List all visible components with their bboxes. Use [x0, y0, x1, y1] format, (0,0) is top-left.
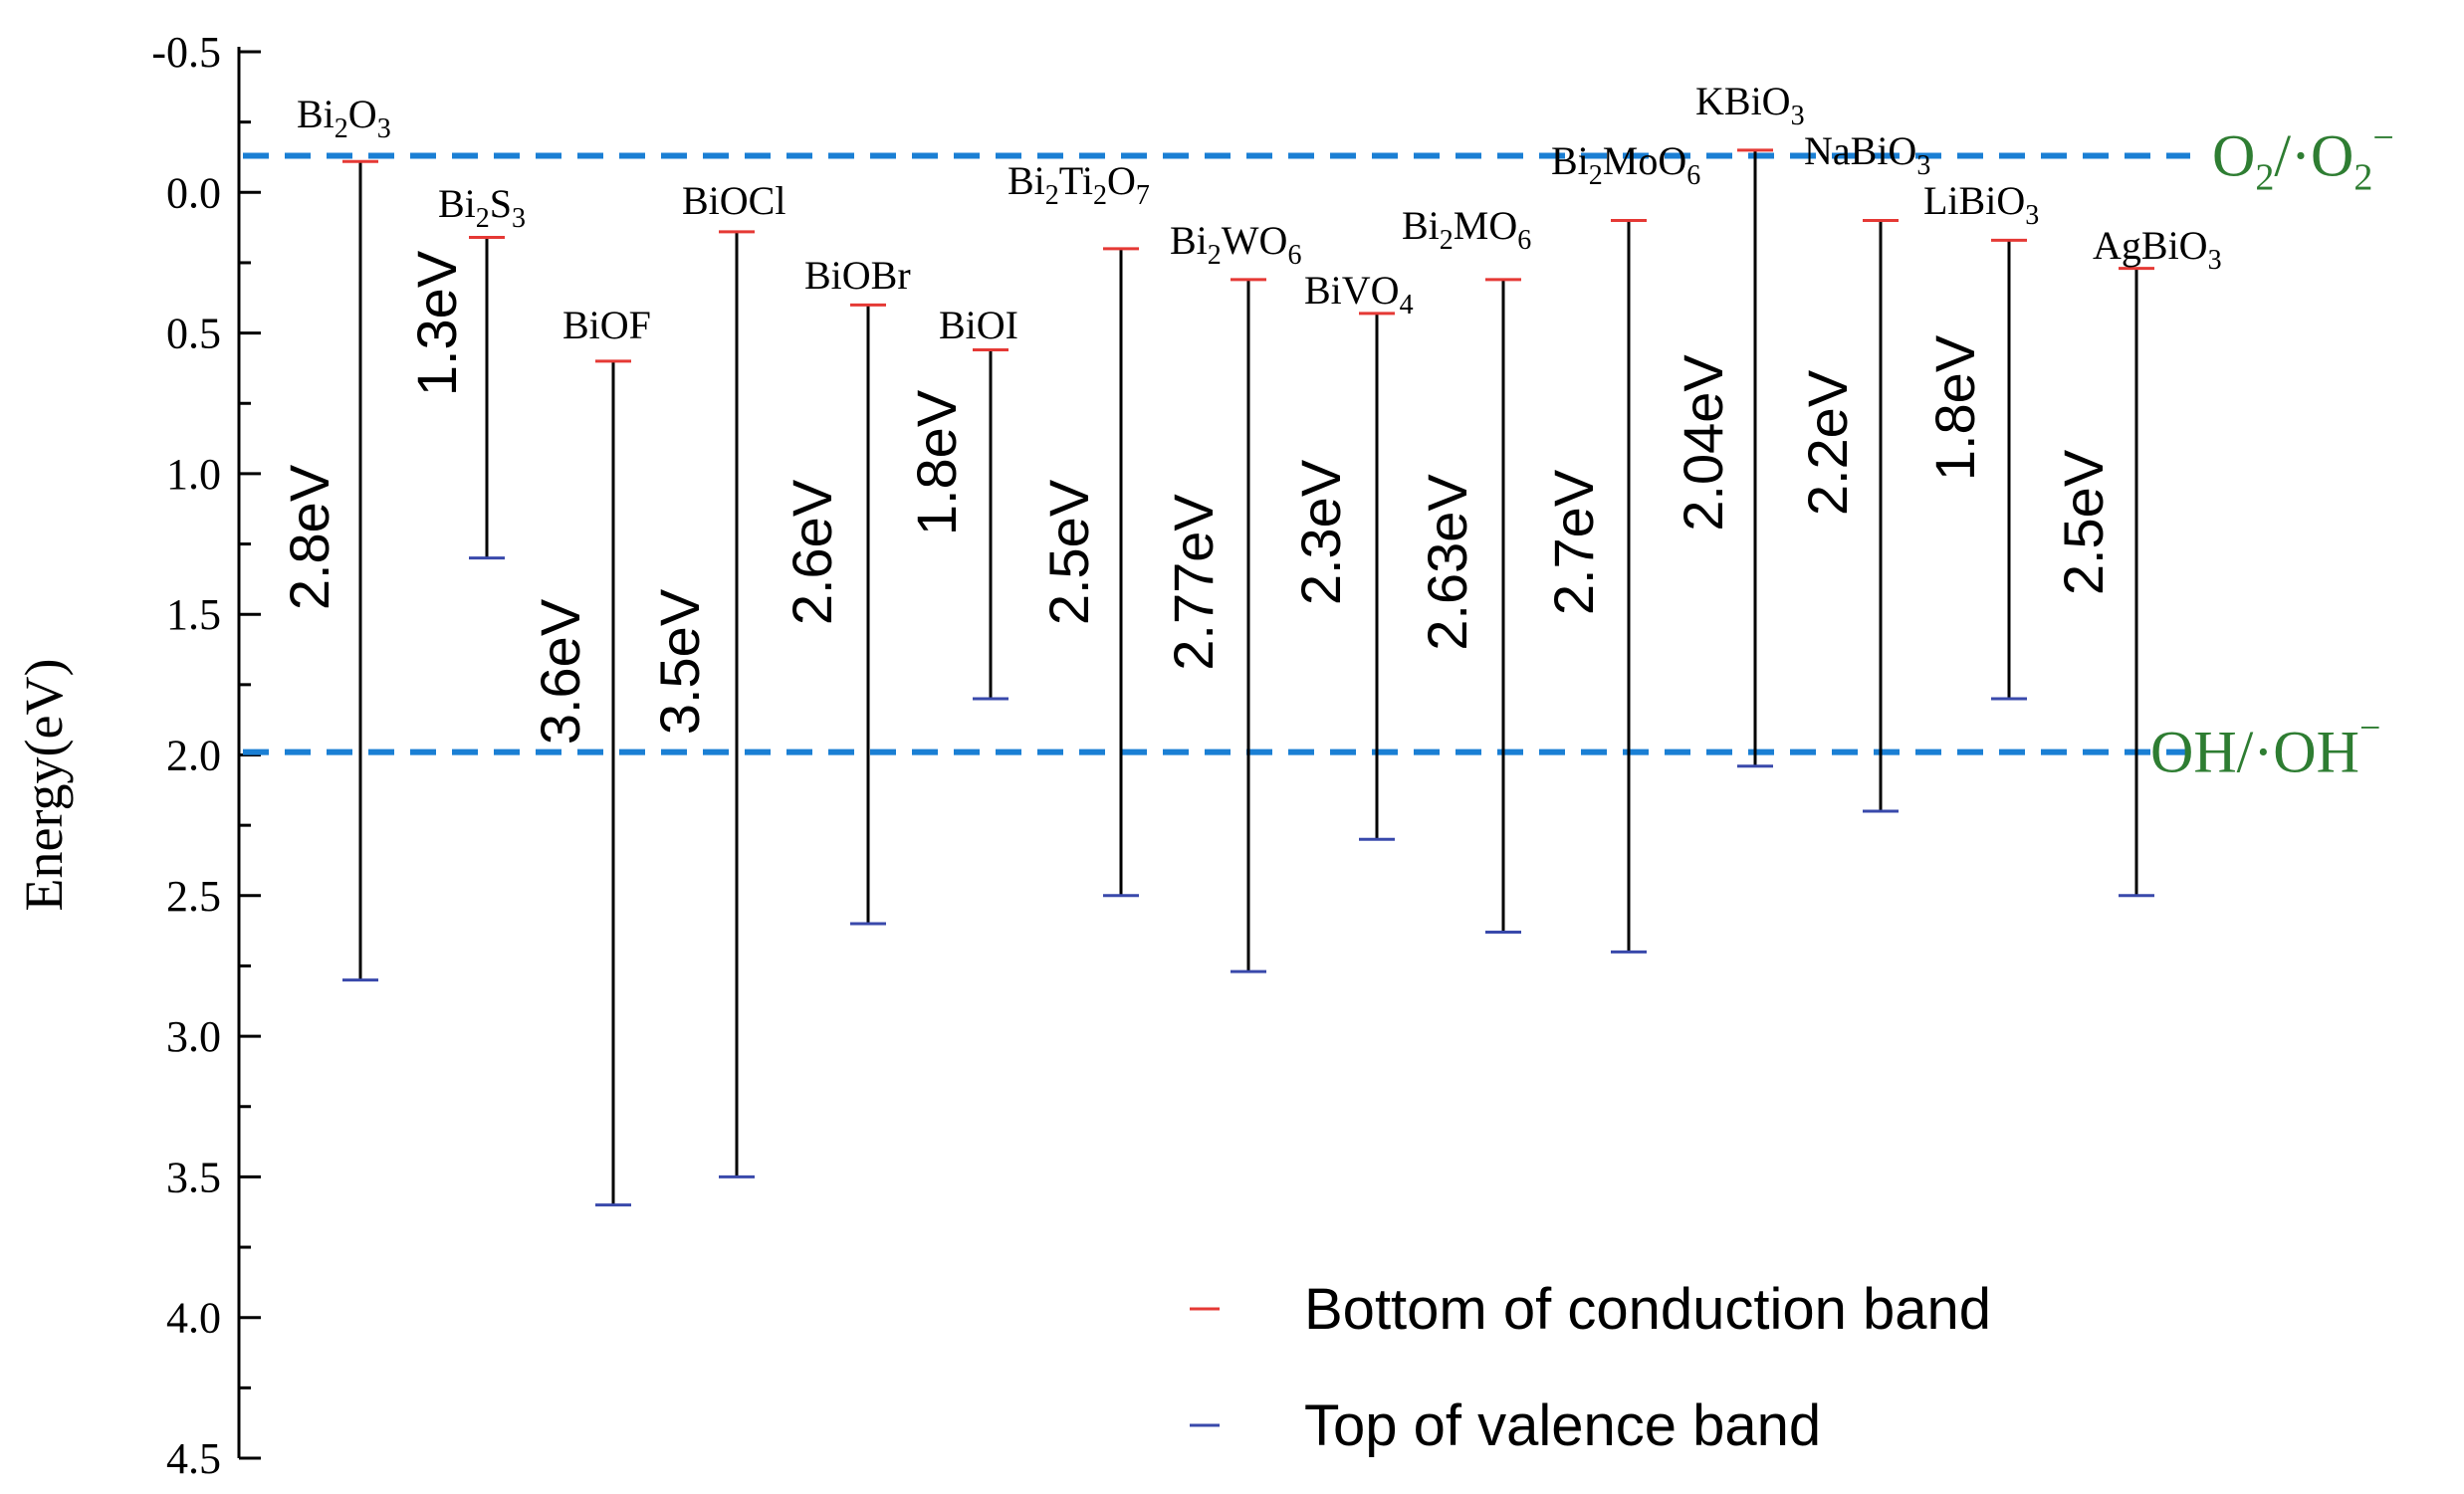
y-tick-label: 4.0 — [166, 1294, 221, 1343]
gap-label-NaBiO3: 2.2eV — [1796, 369, 1859, 516]
compound-label-KBiO3: KBiO3 — [1695, 79, 1805, 131]
compound-label-BiOI: BiOI — [939, 303, 1018, 347]
compound-label-BiOBr: BiOBr — [804, 253, 911, 298]
gap-label-Bi2MO6: 2.63eV — [1416, 474, 1478, 651]
compound-label-BiVO4: BiVO4 — [1304, 268, 1414, 320]
gap-label-Bi2S3: 1.3eV — [405, 250, 468, 396]
compound-labels: Bi2O3 2.8eV Bi2S3 1.3eV BiOF 3.6eV BiOCl 3.5eV B… — [278, 79, 2222, 745]
gap-label-Bi2Ti2O7: 2.5eV — [1037, 479, 1100, 625]
gap-label-BiOCl: 3.5eV — [648, 588, 711, 735]
y-tick-label: -0.5 — [151, 28, 221, 77]
gap-label-Bi2WO6: 2.77eV — [1162, 494, 1225, 671]
y-tick-label: 0.0 — [166, 168, 221, 217]
gap-label-LiBiO3: 1.8eV — [1923, 334, 1986, 481]
reference-lines: O2/·O2− OH/·OH− — [243, 117, 2394, 785]
band-bars — [342, 148, 2154, 1207]
gap-label-BiOBr: 2.6eV — [781, 479, 843, 625]
compound-label-Bi2Ti2O7: Bi2Ti2O7 — [1008, 158, 1150, 211]
y-tick-label: 0.5 — [166, 310, 221, 358]
compound-label-NaBiO3: NaBiO3 — [1804, 128, 1930, 181]
y-tick-label: 3.0 — [166, 1012, 221, 1061]
gap-label-BiVO4: 2.3eV — [1289, 459, 1352, 605]
compound-label-BiOF: BiOF — [562, 303, 651, 347]
compound-label-Bi2WO6: Bi2WO6 — [1170, 218, 1301, 271]
reference-label-0: O2/·O2− — [2212, 117, 2394, 199]
legend-label-0: Bottom of conduction band — [1304, 1277, 1991, 1342]
legend-label-1: Top of valence band — [1304, 1393, 1821, 1458]
gap-label-Bi2O3: 2.8eV — [278, 464, 340, 610]
y-tick-label: 1.5 — [166, 590, 221, 639]
compound-label-Bi2O3: Bi2O3 — [297, 92, 391, 144]
gap-label-BiOF: 3.6eV — [529, 598, 591, 745]
reference-label-1: OH/·OH− — [2150, 708, 2380, 785]
y-tick-label: 1.0 — [166, 450, 221, 499]
compound-label-AgBiO3: AgBiO3 — [2093, 223, 2222, 276]
y-tick-label: 2.5 — [166, 872, 221, 921]
gap-label-Bi2MoO6: 2.7eV — [1542, 469, 1605, 615]
y-tick-label: 3.5 — [166, 1153, 221, 1201]
gap-label-AgBiO3: 2.5eV — [2052, 449, 2115, 595]
y-axis-title: Energy(eV) — [14, 659, 74, 912]
compound-label-BiOCl: BiOCl — [682, 178, 785, 223]
compound-label-Bi2MoO6: Bi2MoO6 — [1551, 138, 1700, 191]
y-tick-label: 4.5 — [166, 1434, 221, 1483]
y-tick-label: 2.0 — [166, 732, 221, 780]
gap-label-BiOI: 1.8eV — [905, 389, 968, 535]
compound-label-Bi2MO6: Bi2MO6 — [1402, 203, 1531, 256]
compound-label-LiBiO3: LiBiO3 — [1923, 178, 2039, 231]
legend: Bottom of conduction band Top of valence … — [1190, 1277, 1991, 1458]
compound-label-Bi2S3: Bi2S3 — [438, 181, 526, 234]
gap-label-KBiO3: 2.04eV — [1672, 354, 1734, 532]
y-axis: -0.5 0.0 0.5 1.0 1.5 2.0 2.5 3.0 3.5 4.0 4.5 Energy… — [14, 28, 261, 1483]
